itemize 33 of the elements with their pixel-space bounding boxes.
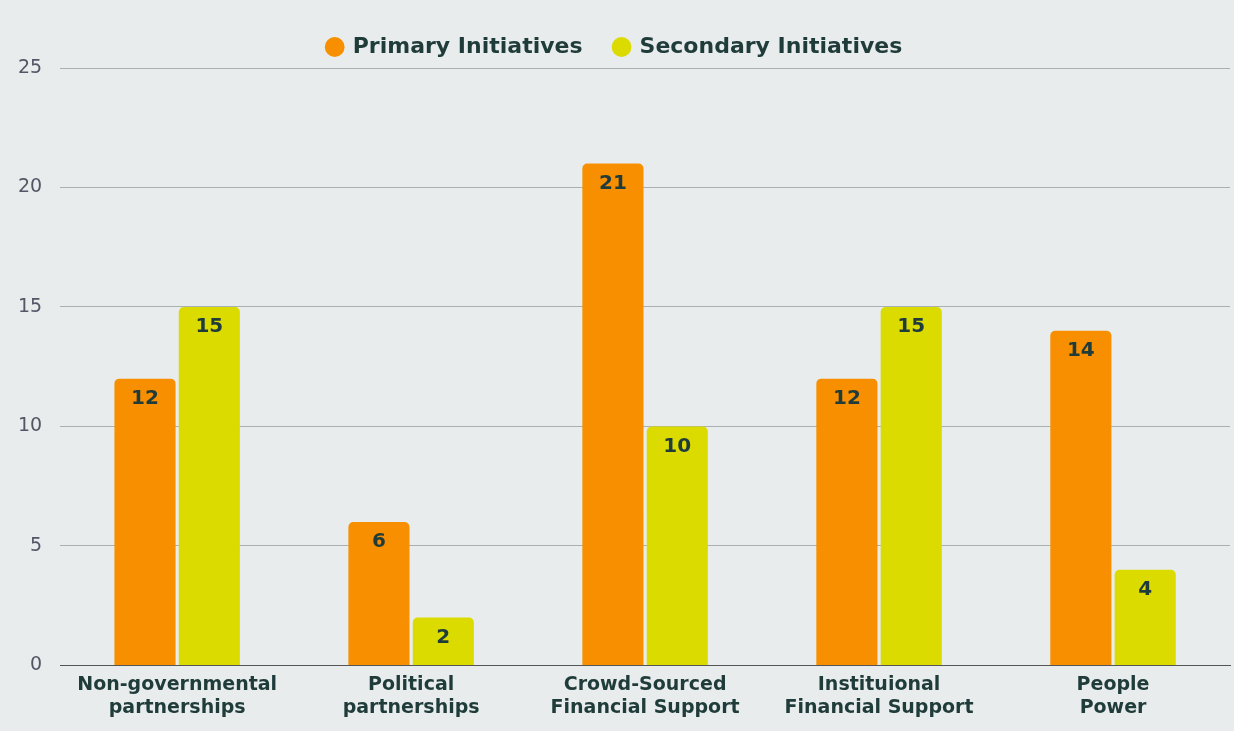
y-tick-label: 20 bbox=[17, 174, 43, 197]
x-tick-label: Crowd-Sourced Financial Support bbox=[550, 671, 740, 717]
x-tick-label: People Power bbox=[1076, 671, 1150, 717]
bar bbox=[1114, 569, 1176, 665]
data-label: 21 bbox=[599, 169, 627, 194]
bar bbox=[348, 522, 410, 665]
data-label: 15 bbox=[195, 313, 224, 338]
data-label: 12 bbox=[131, 384, 159, 409]
data-label: 15 bbox=[897, 313, 926, 338]
y-tick-label: 0 bbox=[30, 652, 43, 675]
x-tick-label: Instituional Financial Support bbox=[784, 671, 974, 717]
data-label: 6 bbox=[371, 528, 386, 553]
bar bbox=[178, 306, 240, 665]
bar bbox=[114, 378, 176, 665]
x-tick-label: Political partnerships bbox=[342, 671, 480, 717]
legend-label: Primary Initiatives bbox=[352, 32, 583, 58]
data-label: 4 bbox=[1138, 576, 1153, 601]
bar bbox=[412, 617, 474, 665]
data-label: 10 bbox=[663, 432, 692, 457]
y-tick-label: 15 bbox=[17, 293, 43, 316]
data-label: 12 bbox=[832, 384, 861, 409]
bar bbox=[1050, 330, 1112, 665]
bar bbox=[582, 163, 644, 665]
y-tick-label: 25 bbox=[17, 54, 43, 77]
x-tick-label: Non-governmental partnerships bbox=[77, 671, 278, 717]
data-label: 14 bbox=[1066, 337, 1095, 362]
legend-label: Secondary Initiatives bbox=[639, 32, 903, 58]
data-label: 2 bbox=[436, 623, 451, 648]
bar bbox=[646, 426, 708, 665]
bar bbox=[816, 378, 878, 665]
bar bbox=[880, 306, 942, 665]
y-tick-label: 10 bbox=[17, 413, 43, 436]
y-tick-label: 5 bbox=[30, 532, 43, 555]
